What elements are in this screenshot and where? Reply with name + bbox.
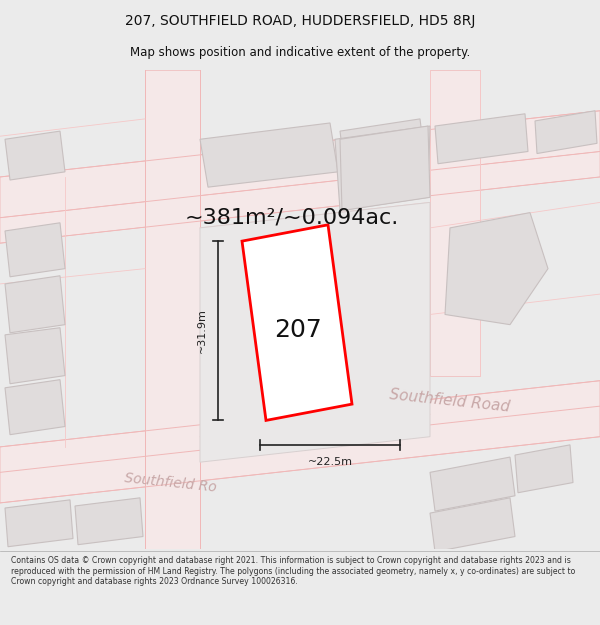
Polygon shape (430, 457, 515, 511)
Polygon shape (435, 114, 528, 164)
Polygon shape (200, 123, 338, 187)
Polygon shape (242, 225, 352, 421)
Polygon shape (340, 119, 425, 172)
Text: ~22.5m: ~22.5m (308, 457, 353, 467)
Polygon shape (335, 126, 430, 211)
Polygon shape (0, 151, 600, 243)
Polygon shape (5, 222, 65, 277)
Text: Map shows position and indicative extent of the property.: Map shows position and indicative extent… (130, 46, 470, 59)
Polygon shape (200, 202, 430, 462)
Text: Southfield Road: Southfield Road (389, 388, 511, 415)
Polygon shape (5, 328, 65, 384)
Text: ~381m²/~0.094ac.: ~381m²/~0.094ac. (185, 208, 399, 227)
Polygon shape (445, 213, 548, 324)
Polygon shape (0, 381, 600, 503)
Polygon shape (430, 498, 515, 552)
Polygon shape (430, 70, 480, 376)
Polygon shape (340, 126, 430, 211)
Text: Southfield Ro: Southfield Ro (123, 471, 217, 494)
Polygon shape (5, 500, 73, 547)
Polygon shape (75, 498, 143, 544)
Polygon shape (145, 70, 200, 549)
Polygon shape (5, 379, 65, 434)
Text: ~31.9m: ~31.9m (197, 308, 207, 353)
Polygon shape (0, 111, 600, 228)
Polygon shape (535, 111, 597, 154)
Text: 207, SOUTHFIELD ROAD, HUDDERSFIELD, HD5 8RJ: 207, SOUTHFIELD ROAD, HUDDERSFIELD, HD5 … (125, 14, 475, 28)
Text: 207: 207 (274, 318, 322, 342)
Polygon shape (5, 276, 65, 332)
Polygon shape (515, 445, 573, 493)
Text: Contains OS data © Crown copyright and database right 2021. This information is : Contains OS data © Crown copyright and d… (11, 556, 575, 586)
Polygon shape (5, 131, 65, 180)
